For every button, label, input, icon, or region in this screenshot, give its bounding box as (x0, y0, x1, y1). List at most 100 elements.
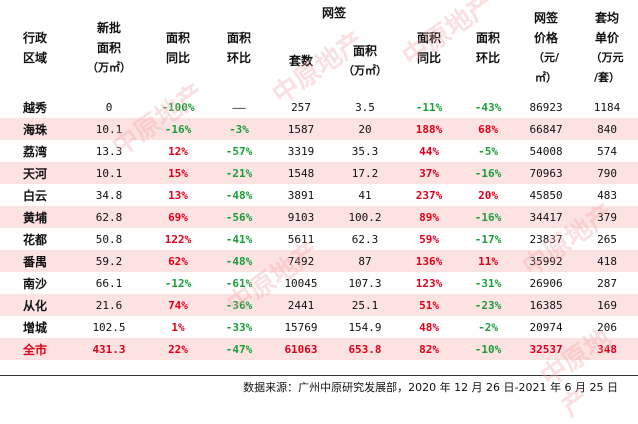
total-price-cell: 32537 (516, 338, 577, 360)
net-units-cell: 15769 (270, 316, 332, 338)
new-mom-cell: -21% (208, 162, 270, 184)
net-yoy-cell: 188% (398, 118, 461, 140)
net-mom-cell: -2% (460, 316, 517, 338)
new-area-cell: 66.1 (70, 272, 148, 294)
table-row: 白云 34.8 13% -48% 3891 41 237% 20% 45850 483 (0, 184, 638, 206)
header-region: 行政 区域 (22, 31, 47, 65)
unit-price-cell: 265 (576, 228, 638, 250)
bottom-divider (0, 375, 638, 376)
net-area-cell: 41 (332, 184, 399, 206)
header-unit-price: 套均 单价 （万元/套） (590, 11, 624, 84)
net-mom-cell: 68% (460, 118, 517, 140)
net-mom-cell: -23% (460, 294, 517, 316)
net-yoy-cell: 136% (398, 250, 461, 272)
new-area-cell: 10.1 (70, 118, 148, 140)
unit-price-cell: 1184 (576, 96, 638, 118)
net-units-cell: 10045 (270, 272, 332, 294)
total-net-area-cell: 653.8 (332, 338, 399, 360)
table-row: 增城 102.5 1% -33% 15769 154.9 48% -2% 20974 206 (0, 316, 638, 338)
net-mom-cell: -17% (460, 228, 517, 250)
new-mom-cell: -56% (208, 206, 270, 228)
price-cell: 54008 (516, 140, 577, 162)
net-units-cell: 3319 (270, 140, 332, 162)
region-cell: 越秀 (0, 96, 70, 118)
unit-price-cell: 483 (576, 184, 638, 206)
table-row: 天河 10.1 15% -21% 1548 17.2 37% -16% 70963 790 (0, 162, 638, 184)
region-cell: 南沙 (0, 272, 70, 294)
new-yoy-cell: 15% (148, 162, 208, 184)
unit-price-cell: 206 (576, 316, 638, 338)
new-mom-cell: -57% (208, 140, 270, 162)
price-cell: 70963 (516, 162, 577, 184)
price-cell: 45850 (516, 184, 577, 206)
new-area-cell: 0 (70, 96, 148, 118)
unit-price-cell: 169 (576, 294, 638, 316)
net-area-cell: 100.2 (332, 206, 399, 228)
total-net-mom-cell: -10% (460, 338, 517, 360)
total-row: 全市 431.3 22% -47% 61063 653.8 82% -10% 32537 348 (0, 338, 638, 360)
unit-price-cell: 418 (576, 250, 638, 272)
table-row: 海珠 10.1 -16% -3% 1587 20 188% 68% 66847 840 (0, 118, 638, 140)
total-net-units-cell: 61063 (270, 338, 332, 360)
net-units-cell: 9103 (270, 206, 332, 228)
new-mom-cell: -33% (208, 316, 270, 338)
header-new-mom: 面积 环比 (226, 31, 251, 65)
net-mom-cell: -5% (460, 140, 517, 162)
net-units-cell: 1548 (270, 162, 332, 184)
data-source-note: 数据来源：广州中原研究发展部，2020 年 12 月 26 日-2021 年 6… (243, 381, 618, 394)
new-area-cell: 102.5 (70, 316, 148, 338)
region-cell: 增城 (0, 316, 70, 338)
net-yoy-cell: 59% (398, 228, 461, 250)
new-area-cell: 10.1 (70, 162, 148, 184)
table-body: 越秀 0 -100% —— 257 3.5 -11% -43% 86923 1184 海珠 10.1-… (0, 96, 638, 360)
price-cell: 66847 (516, 118, 577, 140)
total-new-mom-cell: -47% (208, 338, 270, 360)
header-price: 网签 价格 （元/㎡） (533, 11, 560, 84)
net-yoy-cell: 51% (398, 294, 461, 316)
price-cell: 35992 (516, 250, 577, 272)
region-cell: 番禺 (0, 250, 70, 272)
total-net-yoy-cell: 82% (398, 338, 461, 360)
net-area-cell: 20 (332, 118, 399, 140)
new-yoy-cell: 74% (148, 294, 208, 316)
new-mom-cell: -36% (208, 294, 270, 316)
net-yoy-cell: 37% (398, 162, 461, 184)
new-mom-cell: -48% (208, 250, 270, 272)
net-mom-cell: 20% (460, 184, 517, 206)
table-row: 番禺 59.2 62% -48% 7492 87 136% 11% 35992 418 (0, 250, 638, 272)
new-mom-cell: -48% (208, 184, 270, 206)
price-cell: 20974 (516, 316, 577, 338)
header-net-units: 套数 (288, 54, 313, 68)
total-unit-price-cell: 348 (576, 338, 638, 360)
net-units-cell: 3891 (270, 184, 332, 206)
net-units-cell: 1587 (270, 118, 332, 140)
new-area-cell: 62.8 (70, 206, 148, 228)
total-new-yoy-cell: 22% (148, 338, 208, 360)
net-mom-cell: -43% (460, 96, 517, 118)
new-yoy-cell: 13% (148, 184, 208, 206)
net-yoy-cell: 89% (398, 206, 461, 228)
net-yoy-cell: 237% (398, 184, 461, 206)
table-row: 南沙 66.1 -12% -61% 10045 107.3 123% -31% 26906 287 (0, 272, 638, 294)
net-area-cell: 62.3 (332, 228, 399, 250)
new-area-cell: 34.8 (70, 184, 148, 206)
unit-price-cell: 790 (576, 162, 638, 184)
table-row: 黄埔 62.8 69% -56% 9103 100.2 89% -16% 34417 379 (0, 206, 638, 228)
unit-price-cell: 379 (576, 206, 638, 228)
region-cell: 白云 (0, 184, 70, 206)
header-net-mom: 面积 环比 (476, 31, 501, 65)
unit-price-cell: 574 (576, 140, 638, 162)
table-row: 荔湾 13.3 12% -57% 3319 35.3 44% -5% 54008 574 (0, 140, 638, 162)
net-area-cell: 3.5 (332, 96, 399, 118)
header-net-sign: 网签 (322, 6, 347, 20)
net-area-cell: 154.9 (332, 316, 399, 338)
table-row: 从化 21.6 74% -36% 2441 25.1 51% -23% 16385 169 (0, 294, 638, 316)
net-yoy-cell: 44% (398, 140, 461, 162)
net-mom-cell: 11% (460, 250, 517, 272)
new-yoy-cell: 69% (148, 206, 208, 228)
total-region-cell: 全市 (0, 338, 70, 360)
price-cell: 23837 (516, 228, 577, 250)
new-area-cell: 50.8 (70, 228, 148, 250)
region-cell: 荔湾 (0, 140, 70, 162)
new-area-cell: 13.3 (70, 140, 148, 162)
